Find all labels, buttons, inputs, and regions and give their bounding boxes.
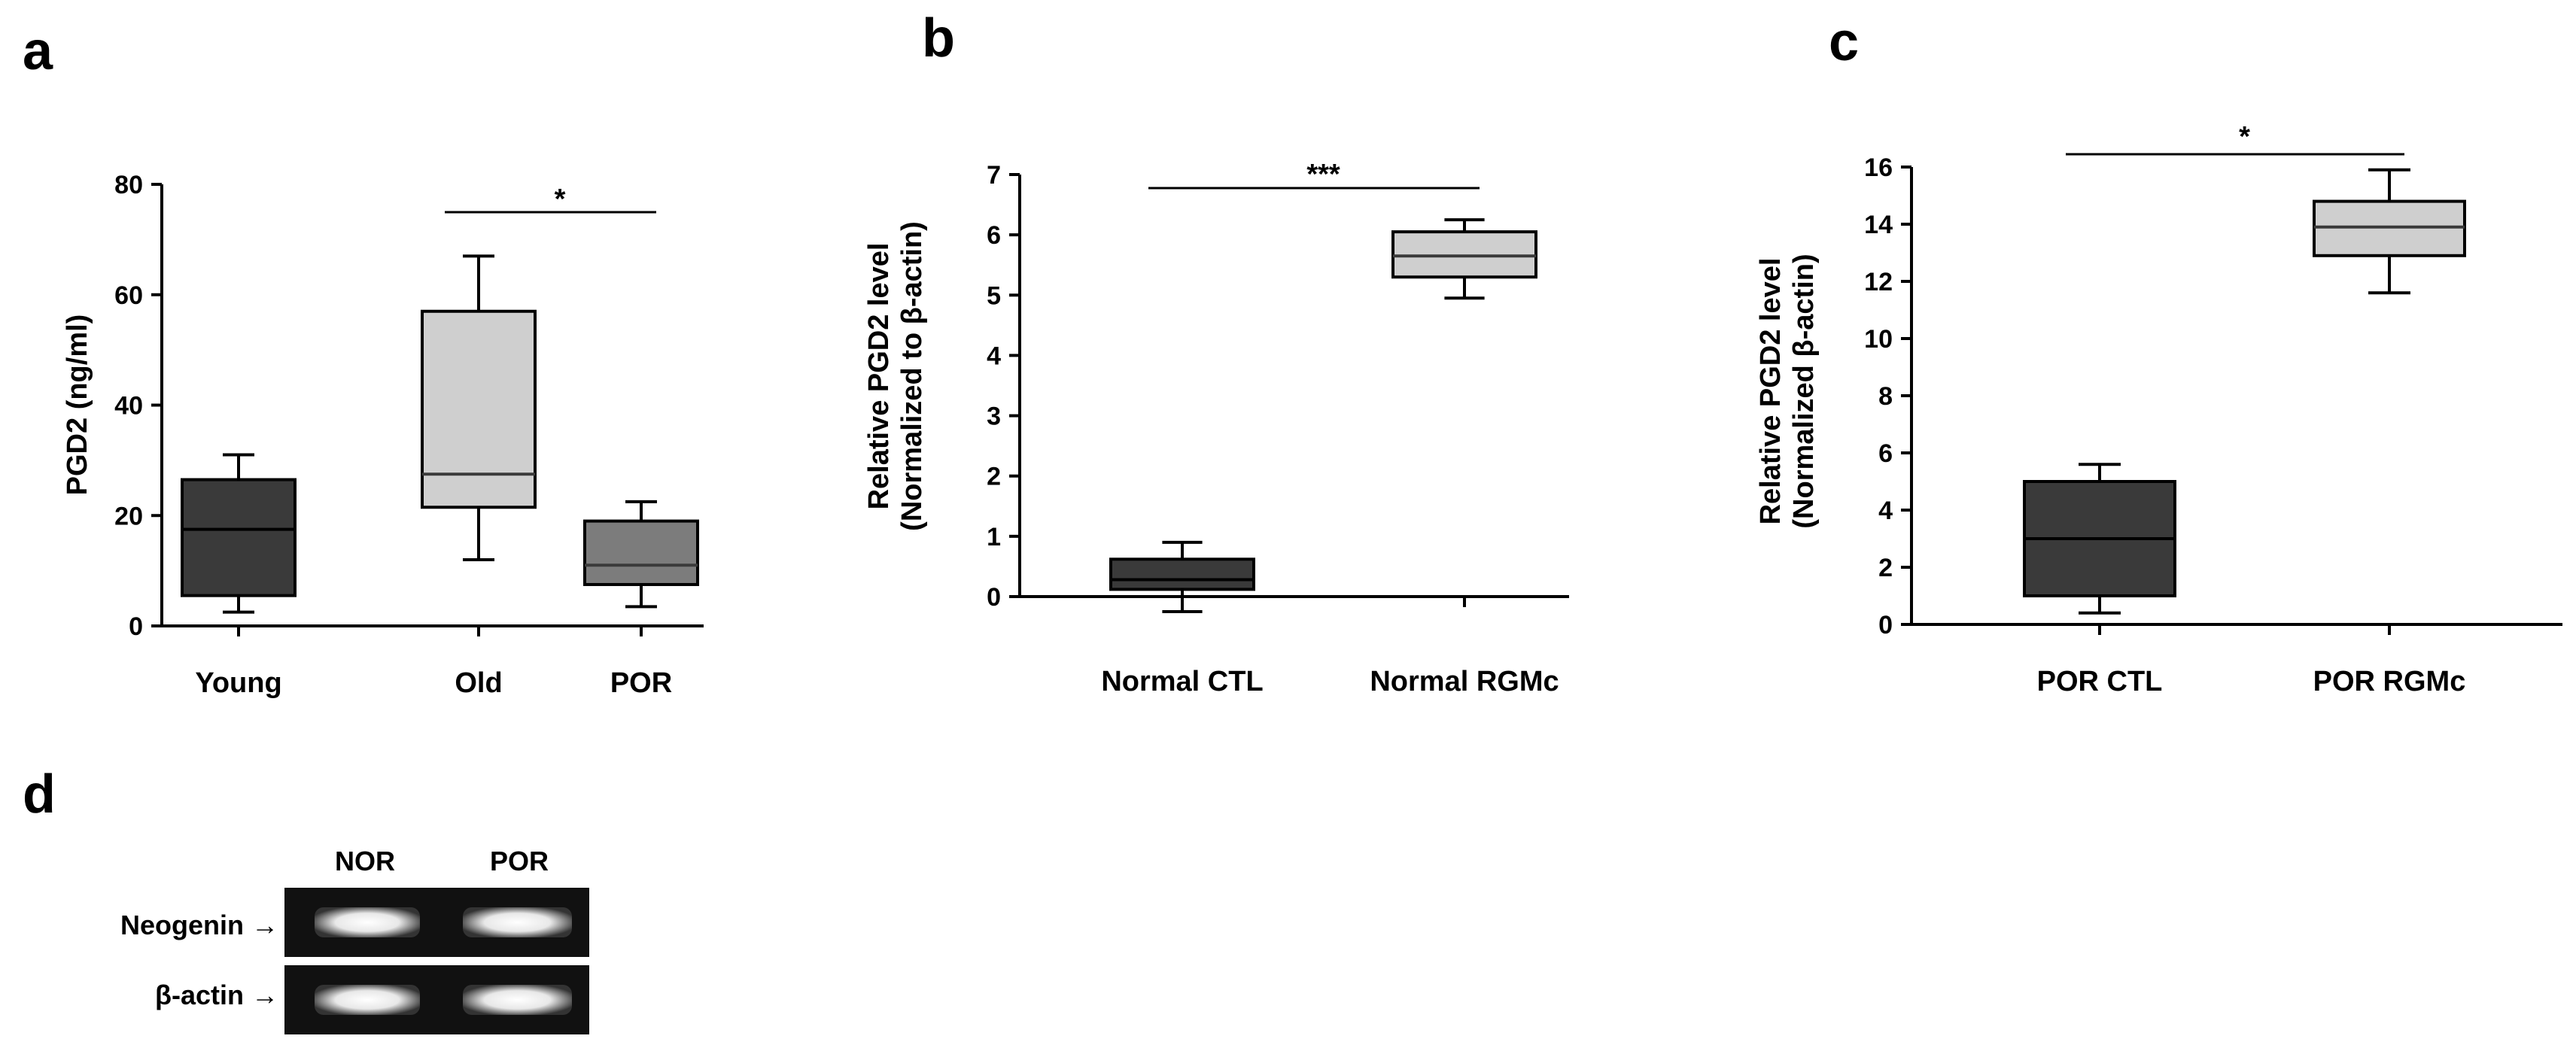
panel-letter-c: c	[1829, 12, 1859, 72]
panel-letter-b: b	[922, 8, 955, 68]
y-tick-label: 10	[1864, 325, 1893, 354]
gel-band-neogenin-nor	[315, 907, 420, 937]
x-category-label: Old	[455, 667, 502, 699]
y-tick-label: 12	[1864, 268, 1893, 296]
gel-row-label-neogenin: Neogenin →	[120, 910, 278, 940]
y-tick-label: 14	[1864, 211, 1893, 239]
gel-row-label-beta-actin: β-actin →	[155, 980, 278, 1010]
y-axis-label: PGD2 (ng/ml)	[62, 314, 93, 496]
gel-panel: NOR POR Neogenin → β-actin →	[120, 846, 589, 1034]
box-por	[583, 519, 699, 586]
significance-label: *	[2239, 121, 2250, 153]
y-tick-label: 20	[114, 502, 143, 530]
panel-letter-d: d	[23, 764, 56, 825]
significance-label: *	[555, 184, 566, 215]
y-axis-label-line2: (Normalized to β-actin)	[896, 221, 928, 531]
y-tick-label: 6	[1878, 439, 1893, 468]
y-tick-label: 1	[987, 523, 1001, 551]
x-category-label: Young	[195, 667, 281, 699]
y-tick-label: 0	[129, 612, 143, 641]
chart-b: 0 1 2 3 4 5 6 7 Relative PGD2 level (Normalized t…	[863, 159, 1569, 697]
chart-a: 0 20 40 60 80 PGD2 (ng/ml) Young Old POR *	[62, 171, 704, 699]
y-tick-label: 2	[987, 463, 1001, 491]
gel-band-beta-actin-por	[463, 985, 572, 1015]
box-normal-ctl	[1109, 557, 1255, 591]
y-tick-label: 4	[1878, 497, 1893, 525]
x-category-label: POR RGMc	[2313, 666, 2466, 697]
y-tick-label: 6	[987, 221, 1001, 250]
x-category-label: POR	[610, 667, 672, 699]
y-axis-label: Relative PGD2 level	[1755, 258, 1787, 525]
box-young	[181, 478, 297, 597]
box-old	[421, 309, 537, 509]
y-tick-label: 80	[114, 171, 143, 199]
y-tick-label: 16	[1864, 153, 1893, 182]
y-tick-label: 0	[987, 583, 1001, 612]
gel-band-beta-actin-nor	[315, 985, 420, 1015]
y-axis-label-line2: (Normalized β-actin)	[1788, 254, 1820, 528]
x-category-label: Normal CTL	[1101, 666, 1263, 697]
chart-c: 0 2 4 6 8 10 12 14 16 Relative PGD2 level (Normali…	[1755, 121, 2562, 697]
gel-lane-label-nor: NOR	[335, 846, 395, 876]
y-tick-label: 4	[987, 342, 1001, 370]
y-tick-label: 0	[1878, 611, 1893, 639]
y-tick-label: 40	[114, 392, 143, 421]
x-category-label: POR CTL	[2037, 666, 2163, 697]
significance-label: ***	[1306, 159, 1340, 190]
y-tick-label: 3	[987, 402, 1001, 431]
box-normal-rgmc	[1391, 230, 1537, 279]
y-tick-label: 60	[114, 281, 143, 310]
y-axis-label: Relative PGD2 level	[863, 243, 895, 510]
y-tick-label: 7	[987, 161, 1001, 190]
y-tick-label: 8	[1878, 382, 1893, 411]
y-tick-label: 2	[1878, 554, 1893, 582]
panel-letter-a: a	[23, 21, 53, 81]
gel-band-neogenin-por	[463, 907, 572, 937]
y-tick-label: 5	[987, 281, 1001, 310]
x-category-label: Normal RGMc	[1370, 666, 1559, 697]
gel-lane-label-por: POR	[490, 846, 549, 876]
